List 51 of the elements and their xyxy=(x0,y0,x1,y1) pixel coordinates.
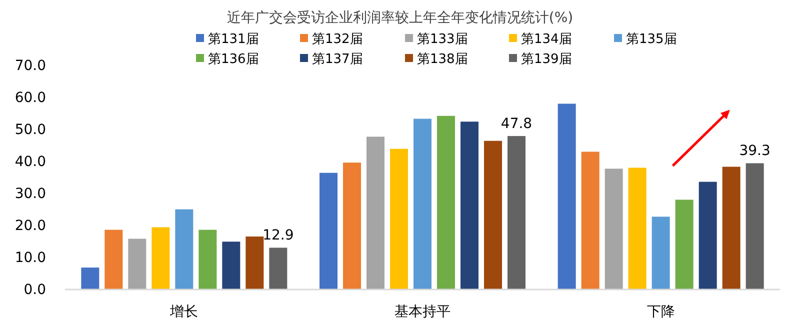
y-tick-label: 10.0 xyxy=(14,250,46,266)
chart-title: 近年广交会受访企业利润率较上年全年变化情况统计(%) xyxy=(226,10,574,26)
bar xyxy=(152,227,170,289)
bar xyxy=(390,148,408,289)
bar xyxy=(246,236,264,289)
legend-label: 第132届 xyxy=(312,32,363,47)
data-label: 47.8 xyxy=(500,116,532,132)
bar xyxy=(698,182,717,289)
bar xyxy=(484,140,502,289)
bar xyxy=(460,122,478,289)
legend-label: 第139届 xyxy=(521,52,572,67)
legend-label: 第131届 xyxy=(208,32,259,47)
bar xyxy=(628,168,646,289)
bar xyxy=(508,136,526,289)
bar xyxy=(81,268,100,289)
y-tick-label: 70.0 xyxy=(14,58,46,74)
x-tick-label: 基本持平 xyxy=(394,304,450,320)
bar xyxy=(675,200,694,289)
x-tick-label: 增长 xyxy=(169,304,198,320)
x-tick-label: 下降 xyxy=(646,304,675,320)
bar xyxy=(128,238,146,289)
legend-label: 第135届 xyxy=(626,32,677,47)
bar xyxy=(437,116,455,289)
bar xyxy=(581,152,600,289)
legend-label: 第136届 xyxy=(208,52,259,67)
y-tick-label: 50.0 xyxy=(14,122,46,138)
bar xyxy=(104,230,123,289)
legend-label: 第137届 xyxy=(312,52,363,67)
bar xyxy=(269,248,288,289)
data-label: 12.9 xyxy=(262,228,294,244)
data-label: 39.3 xyxy=(739,143,770,160)
y-tick-label: 30.0 xyxy=(14,186,46,202)
y-tick-label: 20.0 xyxy=(14,218,46,234)
bar xyxy=(343,162,361,289)
bar xyxy=(722,166,740,289)
bar xyxy=(198,230,217,289)
bar xyxy=(222,242,240,289)
bar xyxy=(175,209,194,289)
bar xyxy=(414,118,432,289)
bar xyxy=(558,104,576,289)
y-tick-label: 0.0 xyxy=(24,282,46,298)
bar xyxy=(746,163,764,289)
legend-label: 第133届 xyxy=(417,32,468,47)
bar xyxy=(652,216,670,289)
bar xyxy=(320,172,338,289)
bar xyxy=(604,168,623,289)
legend-label: 第134届 xyxy=(521,32,572,47)
y-tick-label: 40.0 xyxy=(14,154,46,170)
y-tick-label: 60.0 xyxy=(14,90,46,106)
legend-label: 第138届 xyxy=(417,52,468,67)
bar xyxy=(366,136,384,289)
